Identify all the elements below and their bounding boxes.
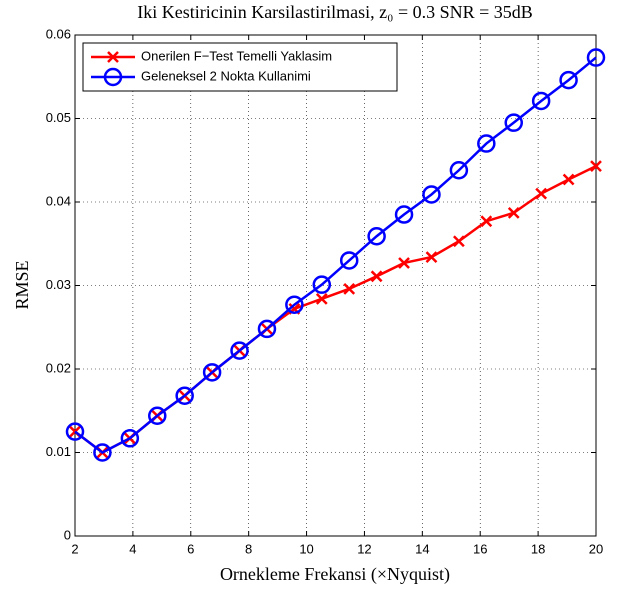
legend-label: Onerilen F−Test Temelli Yaklasim [141,48,332,63]
marker [370,270,383,283]
marker [148,406,167,426]
legend-marker [103,67,123,87]
x-tick-label: 4 [129,541,136,556]
x-tick-label: 16 [473,541,487,556]
y-tick-label: 0 [64,527,71,542]
axes-box [74,34,597,537]
marker [367,226,386,246]
marker [343,282,356,295]
y-tick-label: 0.04 [46,193,71,208]
marker [175,386,194,405]
marker [535,187,548,200]
marker [562,173,575,186]
series-line [74,56,597,454]
marker [93,443,112,462]
marker [285,295,304,314]
y-tick-label: 0.01 [46,444,71,459]
x-tick-label: 2 [71,541,78,556]
legend-marker [107,51,119,63]
marker [315,292,328,305]
y-tick-label: 0.06 [46,26,71,41]
marker [398,257,410,269]
marker [202,363,222,382]
marker [477,134,496,153]
marker [425,251,438,263]
marker [480,215,493,228]
y-tick-label: 0.02 [46,360,71,375]
x-tick-label: 20 [589,541,603,556]
marker [531,91,551,111]
x-tick-label: 6 [187,541,194,556]
x-tick-label: 8 [245,541,252,556]
marker [394,205,414,224]
marker [312,275,332,294]
marker [120,429,140,448]
x-tick-label: 12 [357,541,371,556]
marker [339,251,359,270]
x-tick-label: 14 [415,541,429,556]
marker [257,319,277,339]
marker [422,185,441,204]
marker [559,70,578,90]
legend-label: Geleneksel 2 Nokta Kullanimi [141,68,311,83]
marker [449,161,469,180]
x-axis-label: Ornekleme Frekansi (×Nyquist) [220,564,450,585]
chart-title: Iki Kestiricinin Karsilastirilmasi, z₀ =… [137,2,533,22]
marker [453,235,465,248]
legend-box [82,42,398,92]
marker [586,48,606,67]
x-tick-label: 18 [531,541,545,556]
marker [507,206,520,219]
x-tick-label: 10 [299,541,313,556]
y-tick-label: 0.05 [46,110,71,125]
marker [65,422,85,441]
marker [504,113,523,132]
y-axis-label: RMSE [12,260,32,309]
marker [230,341,249,360]
y-tick-label: 0.03 [46,277,71,292]
marker [590,160,602,172]
